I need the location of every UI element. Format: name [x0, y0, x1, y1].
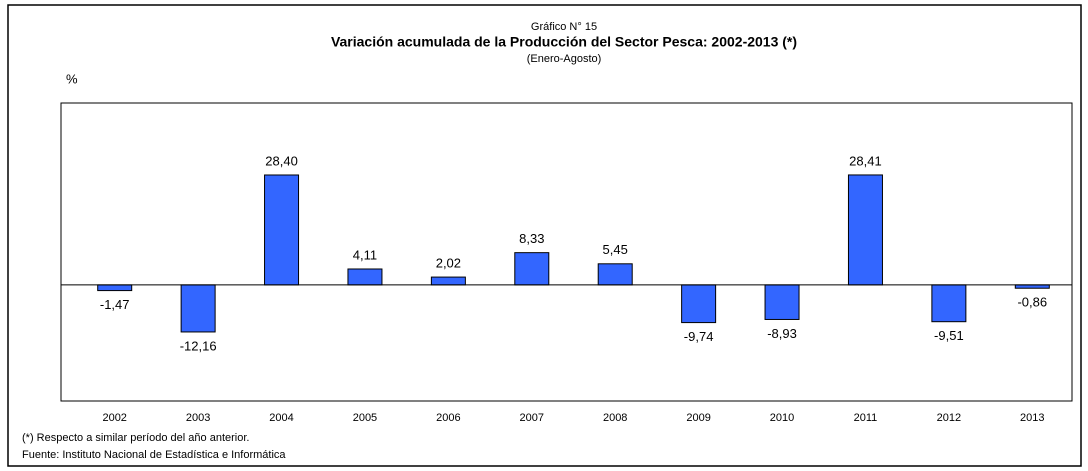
value-label: -8,93 [767, 326, 797, 341]
value-label: 2,02 [436, 256, 461, 271]
value-label: -1,47 [100, 297, 130, 312]
plot-area [60, 102, 1073, 402]
bar [764, 284, 800, 320]
x-tick-label: 2010 [770, 412, 794, 424]
value-label: 5,45 [603, 242, 628, 257]
value-label: -9,51 [934, 328, 964, 343]
value-label: 28,41 [849, 153, 882, 168]
x-tick-label: 2006 [436, 412, 460, 424]
bar [180, 284, 216, 333]
subtitle: (Enero-Agosto) [527, 53, 602, 65]
bar [264, 174, 300, 286]
bar [347, 268, 383, 286]
footnote: (*) Respecto a similar período del año a… [22, 432, 249, 444]
x-tick-label: 2002 [102, 412, 126, 424]
value-label: -9,74 [684, 329, 714, 344]
value-label: 28,40 [265, 153, 298, 168]
bar [931, 284, 967, 323]
y-axis-label: % [66, 71, 78, 86]
x-tick-label: 2007 [520, 412, 544, 424]
supertitle: Gráfico N° 15 [531, 21, 597, 33]
bar [681, 284, 717, 324]
x-tick-label: 2009 [686, 412, 710, 424]
x-tick-label: 2003 [186, 412, 210, 424]
x-tick-label: 2012 [937, 412, 961, 424]
value-label: -0,86 [1017, 295, 1047, 310]
bar [97, 284, 133, 292]
bar [597, 263, 633, 286]
bar [430, 276, 466, 286]
x-tick-label: 2008 [603, 412, 627, 424]
x-tick-label: 2004 [269, 412, 293, 424]
x-tick-label: 2005 [353, 412, 377, 424]
bar [514, 252, 550, 286]
chart-title: Variación acumulada de la Producción del… [331, 34, 797, 50]
x-tick-label: 2013 [1020, 412, 1044, 424]
bar [847, 174, 883, 286]
source: Fuente: Instituto Nacional de Estadístic… [22, 449, 286, 461]
value-label: 8,33 [519, 231, 544, 246]
x-tick-label: 2011 [854, 412, 878, 424]
value-label: 4,11 [353, 247, 377, 262]
value-label: -12,16 [180, 338, 217, 353]
